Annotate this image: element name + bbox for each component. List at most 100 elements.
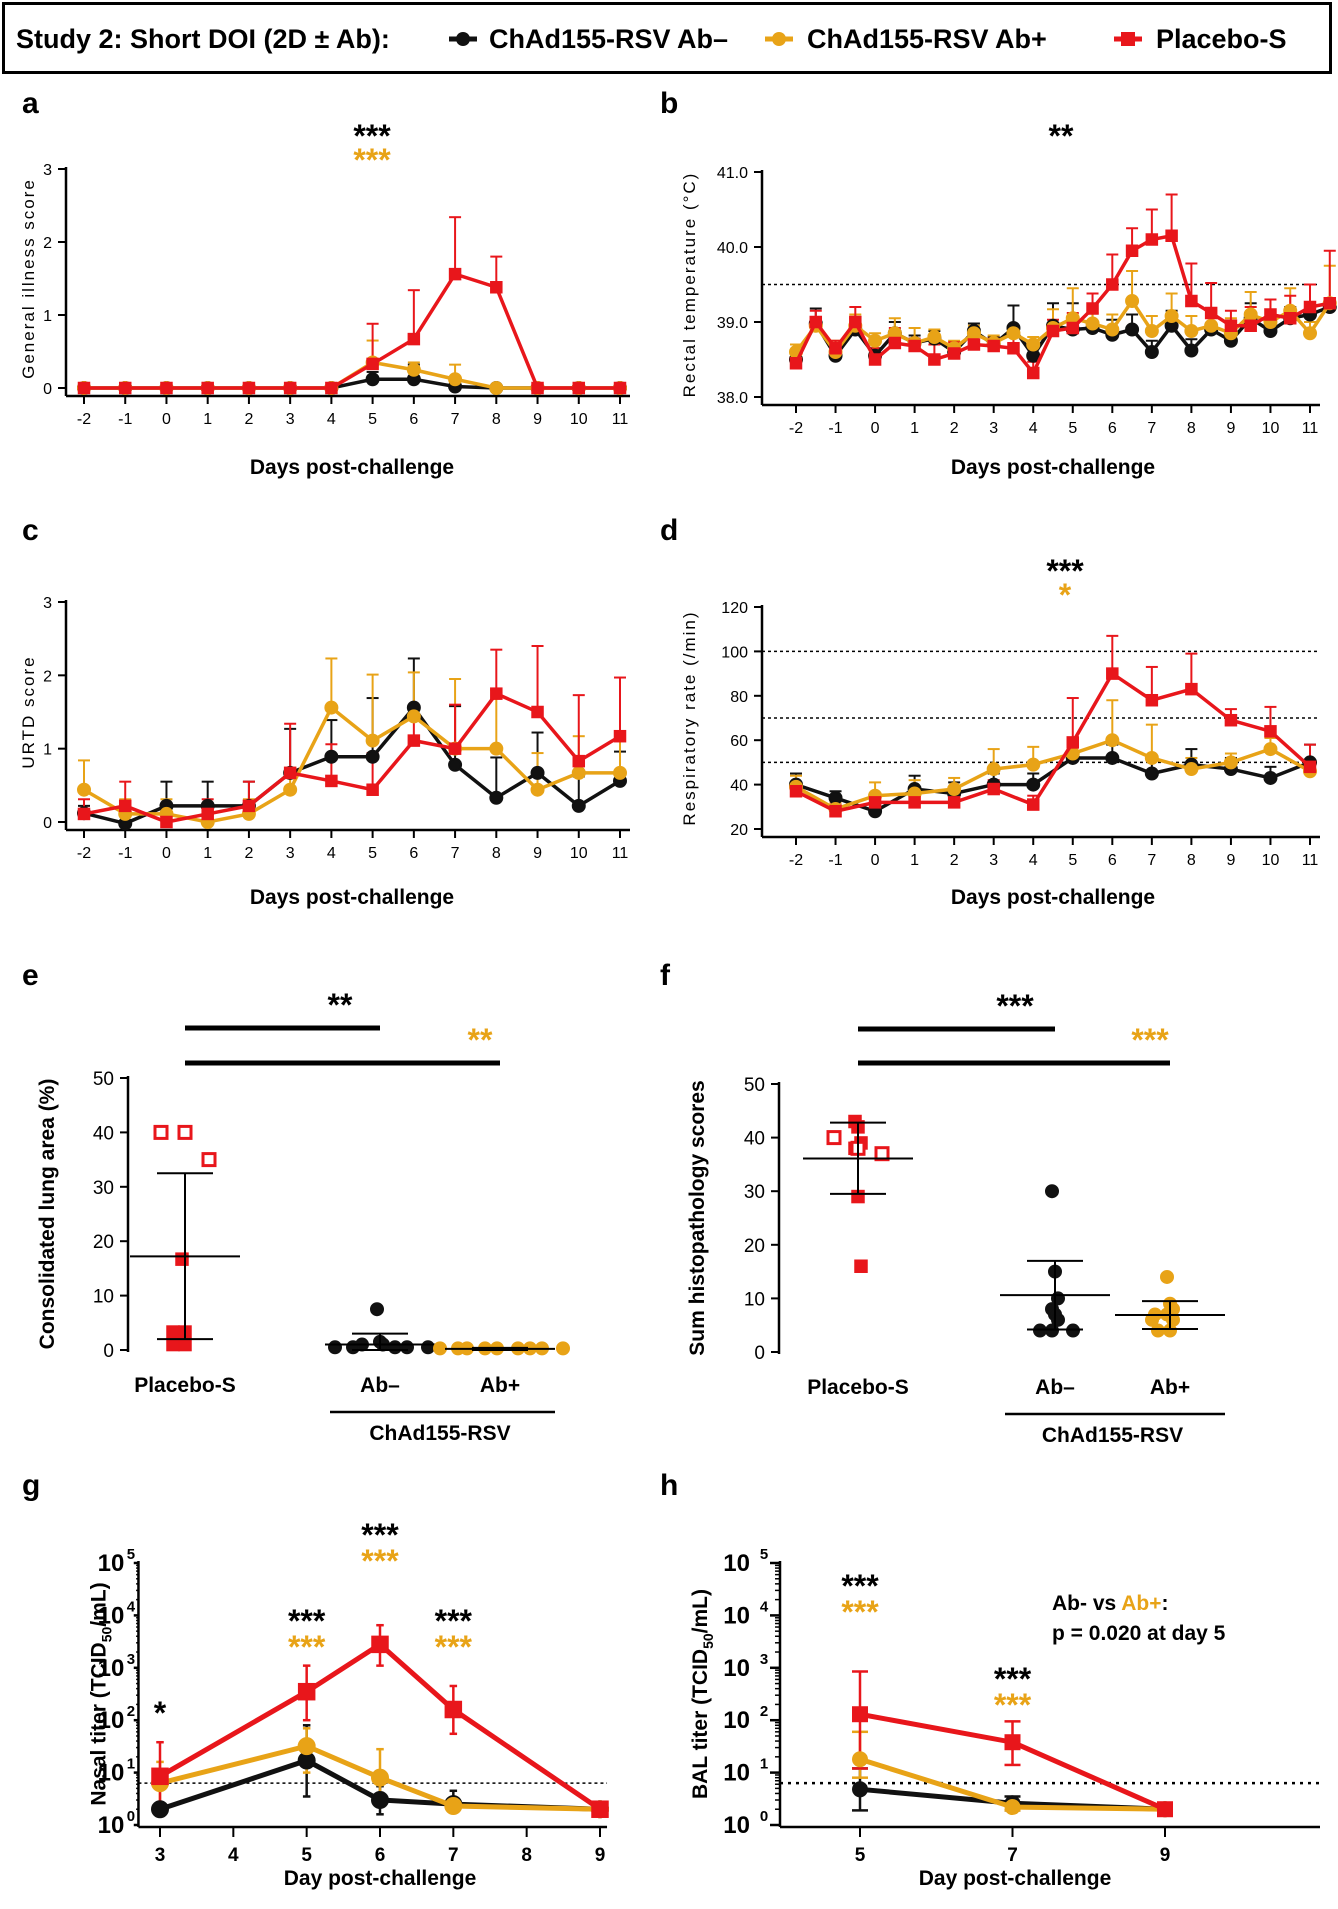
data-point xyxy=(1243,307,1258,322)
data-point xyxy=(370,1302,384,1317)
x-tick-label: 4 xyxy=(228,1845,239,1866)
x-tick-label: 1 xyxy=(203,845,212,862)
y-tick-label: 0 xyxy=(103,1341,114,1362)
x-tick-label: -1 xyxy=(828,420,842,437)
y-tick-label: 10 xyxy=(98,1602,125,1629)
data-point xyxy=(908,339,921,353)
x-tick-label: 0 xyxy=(871,852,880,869)
y-tick-label: 10 xyxy=(723,1760,750,1787)
significance-mark: *** xyxy=(435,1629,473,1665)
data-point xyxy=(1026,757,1041,772)
x-tick-label: 2 xyxy=(950,852,959,869)
panel-label-h: h xyxy=(660,1469,678,1502)
data-point xyxy=(1106,667,1119,680)
category-label: Ab– xyxy=(1035,1376,1075,1399)
data-point xyxy=(1026,337,1041,352)
legend-entry-placebo: Placebo-S xyxy=(1114,24,1287,54)
y-axis-title: BAL titer (TCID50/mL) xyxy=(689,1589,716,1799)
x-tick-label: 11 xyxy=(612,411,629,428)
x-tick-label: 10 xyxy=(1262,852,1280,869)
x-tick-label: -2 xyxy=(77,411,91,428)
data-point xyxy=(406,362,421,377)
comparison-note-part: Ab+ xyxy=(1121,1592,1161,1615)
data-point xyxy=(829,804,842,818)
y-tick-exponent: 3 xyxy=(760,1651,768,1668)
significance-mark: *** xyxy=(994,1687,1032,1723)
data-point xyxy=(1105,322,1120,337)
y-tick-exponent: 4 xyxy=(127,1598,136,1615)
data-point xyxy=(1264,725,1277,738)
category-label: Placebo-S xyxy=(134,1374,236,1397)
data-point xyxy=(826,1130,842,1146)
legend-label-ab-pos: ChAd155-RSV Ab+ xyxy=(807,24,1047,54)
y-tick-label: 40.0 xyxy=(717,240,748,257)
data-point xyxy=(1303,760,1317,774)
x-tick-label: 9 xyxy=(533,411,542,428)
x-tick-label: 7 xyxy=(1147,852,1156,869)
data-point xyxy=(987,339,1000,353)
data-point xyxy=(77,807,91,821)
y-tick-label: 1 xyxy=(43,742,52,759)
x-tick-label: 9 xyxy=(1226,852,1235,869)
data-point xyxy=(1160,1269,1174,1284)
x-tick-label: 10 xyxy=(1262,420,1280,437)
data-point xyxy=(160,815,173,829)
x-tick-label: 1 xyxy=(910,852,919,869)
data-point xyxy=(1244,319,1257,332)
panel-label-b: b xyxy=(660,87,678,120)
data-point xyxy=(365,749,380,764)
y-tick-label: 80 xyxy=(730,689,748,706)
x-tick-label: 7 xyxy=(1007,1845,1018,1866)
y-tick-label: 10 xyxy=(723,1602,750,1629)
data-point xyxy=(852,1751,868,1768)
data-point xyxy=(1106,278,1119,291)
data-point xyxy=(407,734,421,747)
y-tick-exponent: 5 xyxy=(760,1546,768,1563)
x-tick-label: 6 xyxy=(375,1845,386,1866)
x-tick-label: -1 xyxy=(118,845,132,862)
data-point xyxy=(868,796,882,809)
legend-marker-square xyxy=(1121,32,1135,46)
x-tick-label: 11 xyxy=(1302,852,1319,869)
data-point xyxy=(854,1259,868,1273)
significance-mark: *** xyxy=(841,1594,879,1630)
series-line-0 xyxy=(794,305,1331,361)
significance-mark: *** xyxy=(361,1517,399,1553)
data-point xyxy=(571,765,586,780)
y-axis-title-part: /mL) xyxy=(88,1582,111,1626)
x-tick-label: 5 xyxy=(368,411,377,428)
y-axis-title: Nasal titer (TCID50/mL) xyxy=(88,1582,115,1805)
x-tick-label: 11 xyxy=(612,845,629,862)
data-point xyxy=(370,1768,389,1787)
data-point xyxy=(613,729,627,743)
data-point xyxy=(1007,342,1020,355)
data-point xyxy=(556,1341,570,1356)
data-point xyxy=(1145,233,1159,246)
x-tick-label: 8 xyxy=(492,411,501,428)
y-tick-label: 0 xyxy=(43,381,52,398)
data-point xyxy=(1263,770,1278,785)
y-axis-title-subscript: 50 xyxy=(99,1626,115,1642)
data-point xyxy=(1105,733,1120,748)
data-point xyxy=(283,381,297,395)
significance-mark: *** xyxy=(1046,553,1084,589)
x-tick-label: 2 xyxy=(950,420,959,437)
x-tick-label: 5 xyxy=(855,1845,866,1866)
data-point xyxy=(1184,343,1199,358)
data-point xyxy=(1224,319,1238,332)
chart-panel-f: 0 10 20 30 40 50 Sum histopathology scores Plac… xyxy=(686,988,1225,1447)
data-point xyxy=(789,357,803,370)
x-tick-label: 0 xyxy=(162,411,171,428)
category-label: Ab+ xyxy=(480,1374,520,1397)
y-tick-label: 2 xyxy=(43,668,52,685)
data-point xyxy=(297,1682,316,1701)
data-point xyxy=(1004,1734,1021,1751)
y-tick-label: 50 xyxy=(744,1075,765,1096)
data-point xyxy=(366,357,379,371)
x-tick-label: 6 xyxy=(409,411,418,428)
x-tick-label: 9 xyxy=(1160,1845,1171,1866)
data-point xyxy=(1045,1323,1059,1338)
data-point xyxy=(1204,306,1218,320)
data-point xyxy=(444,1797,463,1816)
